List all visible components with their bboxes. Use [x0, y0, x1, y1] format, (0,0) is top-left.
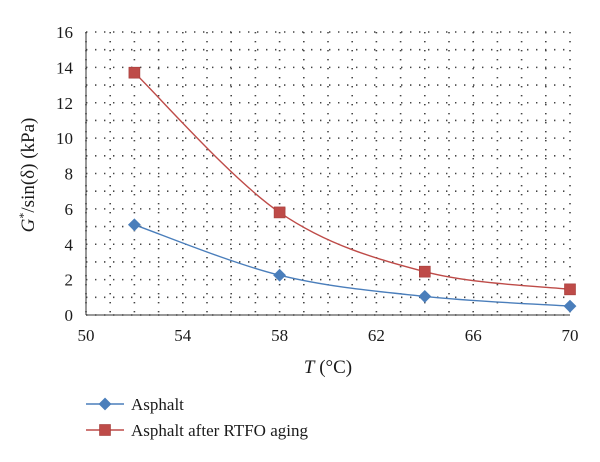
legend-label: Asphalt after RTFO aging: [131, 421, 308, 440]
x-tick-label: 58: [271, 326, 288, 345]
x-axis-title-unit: (°C): [319, 357, 352, 378]
series-2: [128, 66, 576, 296]
x-tick-label: 54: [174, 326, 192, 345]
y-axis-title-rest: /sin(δ) (kPa): [18, 118, 39, 213]
y-axis-title-sup: *: [16, 213, 30, 219]
y-tick-label: 16: [56, 23, 73, 42]
y-axis-title: G*/sin(δ) (kPa): [16, 118, 39, 233]
data-point: [418, 290, 432, 303]
x-axis-title: T (°C): [304, 357, 352, 378]
data-point: [273, 206, 286, 219]
legend-item: Asphalt after RTFO aging: [86, 421, 308, 440]
data-point: [564, 283, 576, 296]
y-tick-label: 0: [65, 306, 74, 325]
x-tick-labels: 50 54 58 62 66 70: [78, 326, 579, 345]
data-point: [563, 299, 577, 313]
series-line: [134, 224, 571, 307]
y-axis-title-var: G: [18, 218, 39, 232]
legend-marker: [98, 397, 112, 411]
y-tick-label: 10: [56, 129, 73, 148]
series-line: [133, 72, 571, 291]
x-tick-label: 66: [465, 326, 482, 345]
series-layer: [127, 66, 577, 313]
y-tick-labels: 0 2 4 6 8 10 12 14 16: [56, 23, 74, 325]
y-tick-label: 14: [56, 58, 74, 77]
y-tick-label: 4: [65, 235, 74, 254]
data-point: [127, 218, 141, 232]
y-tick-label: 6: [65, 200, 74, 219]
legend: Asphalt Asphalt after RTFO aging: [86, 395, 308, 440]
legend-label: Asphalt: [131, 395, 184, 414]
data-point: [273, 268, 287, 282]
x-tick-label: 50: [78, 326, 95, 345]
legend-marker: [99, 424, 111, 436]
legend-item: Asphalt: [86, 395, 184, 414]
x-axis-title-var: T: [304, 357, 316, 378]
y-tick-label: 2: [65, 271, 74, 290]
x-tick-label: 70: [562, 326, 579, 345]
data-point: [128, 66, 141, 79]
series-1: [127, 218, 577, 313]
y-tick-label: 12: [56, 94, 73, 113]
x-tick-label: 62: [368, 326, 385, 345]
y-tick-label: 8: [65, 165, 74, 184]
data-point: [418, 265, 431, 278]
axes: [85, 32, 570, 316]
grid: [85, 31, 571, 316]
